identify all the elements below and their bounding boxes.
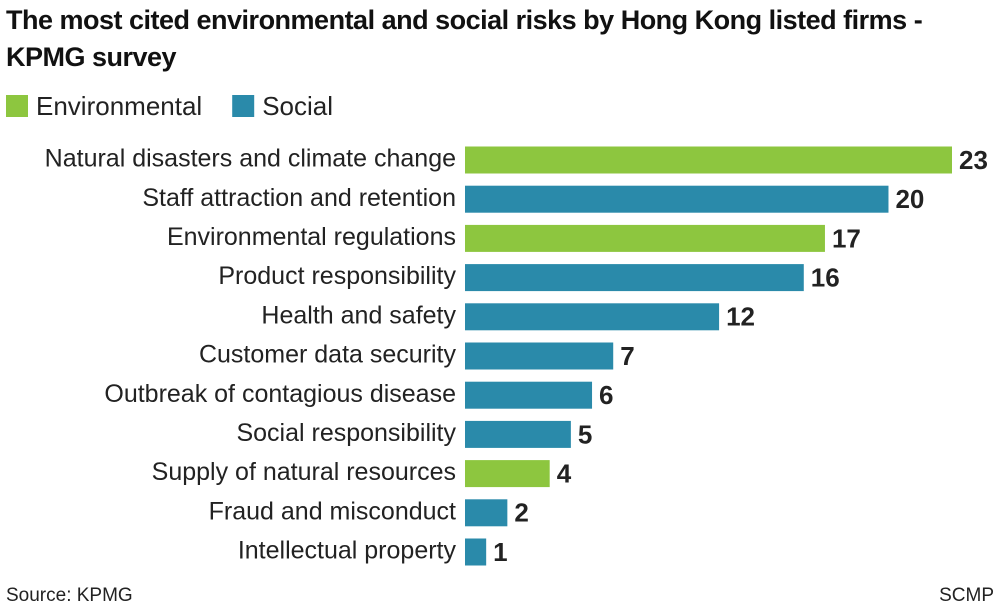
- bar: [465, 420, 571, 448]
- source: Source: KPMG: [6, 585, 133, 606]
- value-label: 12: [726, 302, 755, 332]
- legend-label: Social: [262, 91, 333, 121]
- bar: [465, 381, 593, 409]
- category-label: Fraud and misconduct: [209, 497, 456, 525]
- bar: [465, 146, 952, 174]
- bar: [465, 499, 508, 527]
- value-label: 16: [811, 262, 840, 292]
- value-label: 23: [959, 145, 988, 175]
- legend-label: Environmental: [36, 91, 202, 121]
- value-label: 4: [557, 458, 572, 488]
- value-label: 5: [578, 419, 592, 449]
- category-label: Outbreak of contagious disease: [104, 380, 456, 408]
- bar: [465, 342, 614, 370]
- category-label: Natural disasters and climate change: [45, 145, 456, 173]
- value-label: 6: [599, 380, 613, 410]
- category-label: Supply of natural resources: [152, 458, 456, 486]
- value-label: 1: [493, 537, 507, 567]
- bar: [465, 185, 889, 213]
- category-label: Health and safety: [261, 301, 456, 329]
- value-label: 17: [832, 223, 861, 253]
- category-label: Staff attraction and retention: [142, 184, 456, 212]
- bar: [465, 264, 804, 292]
- legend-swatch: [6, 95, 28, 117]
- value-label: 20: [895, 184, 924, 214]
- category-label: Environmental regulations: [167, 223, 456, 251]
- bar: [465, 460, 550, 488]
- bar: [465, 303, 720, 331]
- value-label: 2: [514, 498, 528, 528]
- category-label: Customer data security: [199, 341, 457, 369]
- chart-title: The most cited environmental and social …: [6, 5, 923, 72]
- bar: [465, 538, 487, 566]
- value-label: 7: [620, 341, 634, 371]
- category-label: Social responsibility: [236, 419, 456, 447]
- bar: [465, 224, 825, 252]
- legend-swatch: [232, 95, 255, 117]
- category-label: Intellectual property: [238, 537, 457, 565]
- category-label: Product responsibility: [218, 262, 456, 290]
- credit: SCMP: [939, 585, 994, 606]
